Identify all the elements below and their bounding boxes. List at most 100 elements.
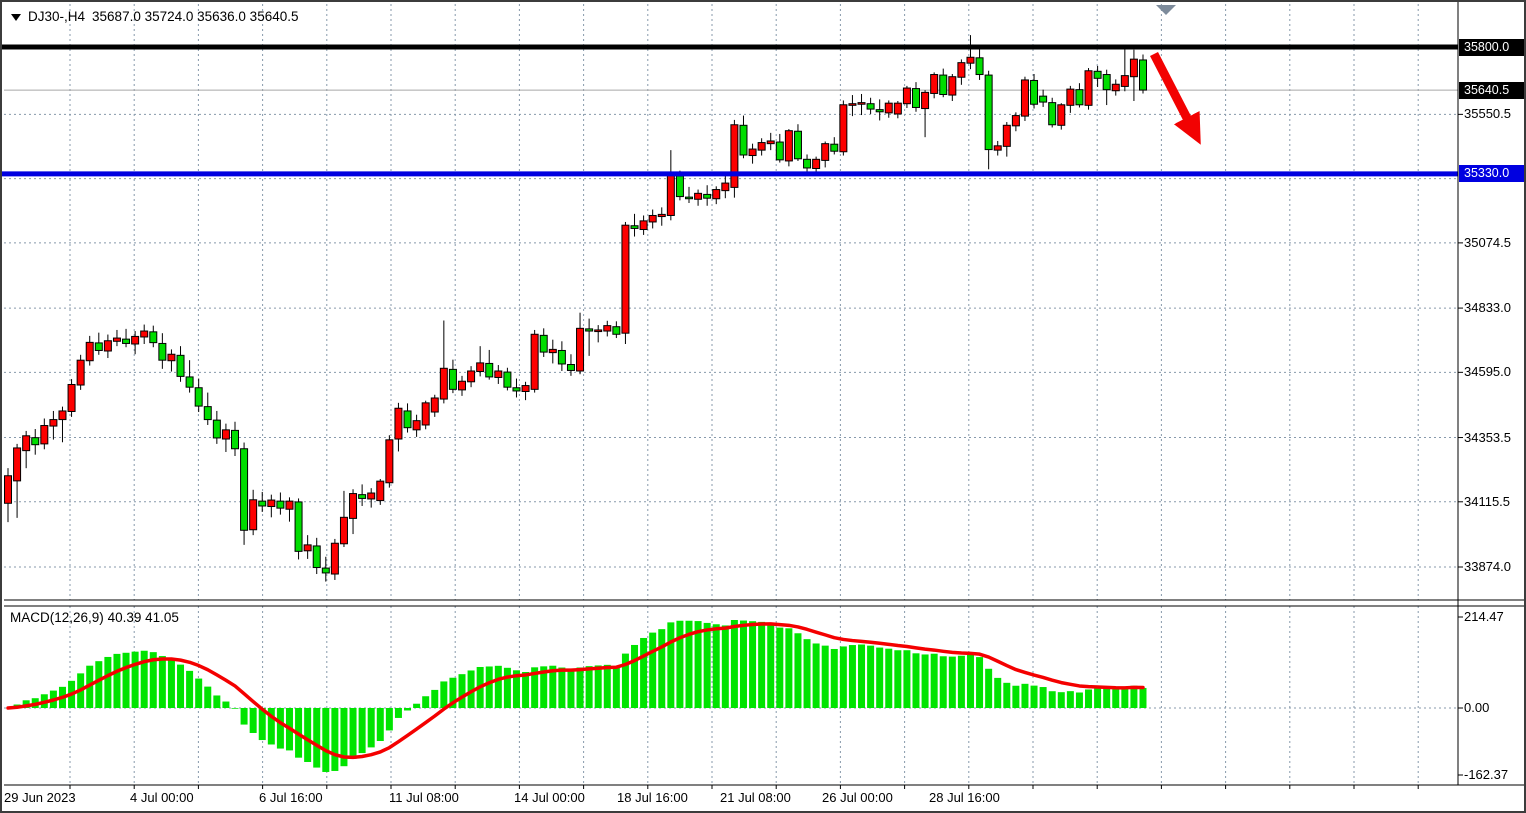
date-label: 26 Jul 00:00 — [822, 790, 893, 805]
macd-histogram-bar — [1021, 683, 1029, 708]
macd-histogram-bar — [794, 633, 802, 708]
macd-histogram-bar — [267, 708, 275, 745]
macd-signal-value: 41.05 — [145, 610, 179, 625]
macd-histogram-bar — [95, 661, 103, 708]
macd-histogram-bar — [503, 667, 511, 708]
macd-histogram-bar — [222, 701, 230, 708]
macd-histogram-bar — [349, 708, 357, 759]
macd-histogram-bar — [1112, 689, 1120, 708]
macd-histogram-bar — [985, 668, 993, 708]
macd-histogram-bar — [213, 695, 221, 708]
macd-histogram-bar — [685, 620, 693, 708]
candle-body — [539, 334, 548, 353]
macd-histogram-bar — [994, 677, 1002, 708]
macd-histogram-bar — [1085, 689, 1093, 708]
candle-body — [612, 326, 621, 335]
macd-histogram-bar — [930, 653, 938, 708]
macd-histogram-bar — [549, 665, 557, 708]
down-arrow-annotation[interactable] — [1149, 51, 1201, 145]
candle-body — [730, 124, 739, 188]
date-label: 14 Jul 00:00 — [514, 790, 585, 805]
candle-body — [857, 102, 866, 105]
macd-histogram-bar — [848, 645, 856, 708]
macd-histogram-bar — [404, 708, 412, 711]
macd-histogram-bar — [458, 674, 466, 708]
macd-histogram-bar — [113, 653, 121, 708]
candle-body — [385, 439, 394, 484]
candle-body — [376, 480, 385, 502]
macd-histogram-bar — [131, 651, 139, 708]
macd-histogram-bar — [730, 620, 738, 708]
candle-body — [603, 325, 612, 332]
macd-histogram-bar — [276, 708, 284, 749]
macd-tick-label: 214.47 — [1464, 609, 1504, 624]
macd-histogram-bar — [140, 650, 148, 708]
macd-histogram-bar — [531, 667, 539, 708]
macd-histogram-bar — [921, 654, 929, 708]
candle-body — [131, 335, 140, 345]
candle-body — [566, 364, 575, 371]
macd-histogram-bar — [631, 644, 639, 708]
candle-body — [639, 220, 648, 231]
candle-body — [784, 130, 793, 162]
macd-histogram-bar — [1039, 687, 1047, 708]
price-tick-label: 34353.5 — [1464, 429, 1511, 445]
macd-histogram-bar — [939, 656, 947, 708]
macd-histogram-bar — [621, 653, 629, 708]
candle-body — [85, 341, 94, 362]
macd-histogram-bar — [558, 667, 566, 708]
candle-body — [158, 342, 167, 361]
chart-title: DJ30-,H4 35687.0 35724.0 35636.0 35640.5 — [11, 9, 298, 24]
macd-histogram-bar — [966, 654, 974, 708]
macd-histogram-bar — [603, 664, 611, 708]
candle-body — [548, 348, 557, 354]
date-label: 11 Jul 08:00 — [389, 790, 459, 805]
macd-histogram-bar — [1130, 685, 1138, 708]
date-label: 21 Jul 08:00 — [720, 790, 791, 805]
candle-body — [176, 354, 185, 377]
macd-histogram-bar — [204, 686, 212, 708]
macd-histogram-bar — [322, 708, 330, 772]
macd-histogram-bar — [594, 665, 602, 708]
chart-shift-marker-icon[interactable] — [1156, 5, 1176, 15]
candle-body — [930, 74, 939, 94]
macd-histogram-bar — [1139, 687, 1147, 708]
candle-body — [212, 419, 221, 439]
macd-histogram-bar — [195, 678, 203, 708]
candle-body — [258, 500, 267, 507]
macd-histogram-bar — [1003, 682, 1011, 708]
macd-histogram-bar — [694, 621, 702, 708]
macd-indicator-label: MACD(12,26,9) 40.39 41.05 — [10, 610, 179, 640]
price-tick-label: 34595.0 — [1464, 364, 1511, 380]
macd-histogram-bar — [858, 644, 866, 708]
macd-histogram-bar — [1103, 688, 1111, 708]
candle-body — [893, 102, 902, 115]
macd-histogram-bar — [431, 689, 439, 708]
macd-histogram-bar — [385, 708, 393, 731]
macd-histogram-bar — [876, 647, 884, 708]
price-tick-label: 35074.5 — [1464, 234, 1511, 250]
macd-histogram-bar — [149, 652, 157, 708]
macd-histogram-bar — [894, 650, 902, 708]
candle-body — [1039, 95, 1048, 103]
price-tick-label: 34115.5 — [1464, 493, 1511, 509]
candle-body — [1011, 115, 1020, 127]
candle-body — [748, 148, 757, 157]
macd-histogram-bar — [422, 696, 430, 708]
macd-histogram-bar — [767, 623, 775, 708]
candle-body — [866, 103, 875, 110]
price-tick-label: 35550.5 — [1464, 106, 1511, 122]
candle-body — [521, 385, 530, 393]
candle-body — [685, 196, 693, 200]
macd-histogram-bar — [258, 708, 266, 741]
candle-body — [557, 349, 566, 365]
candle-body — [285, 500, 294, 510]
macd-histogram-bar — [676, 620, 684, 708]
macd-histogram-bar — [394, 708, 402, 718]
candle-body — [884, 102, 893, 114]
macd-histogram-bar — [948, 656, 956, 708]
date-label: 6 Jul 16:00 — [259, 790, 323, 805]
candle-body — [22, 435, 31, 452]
